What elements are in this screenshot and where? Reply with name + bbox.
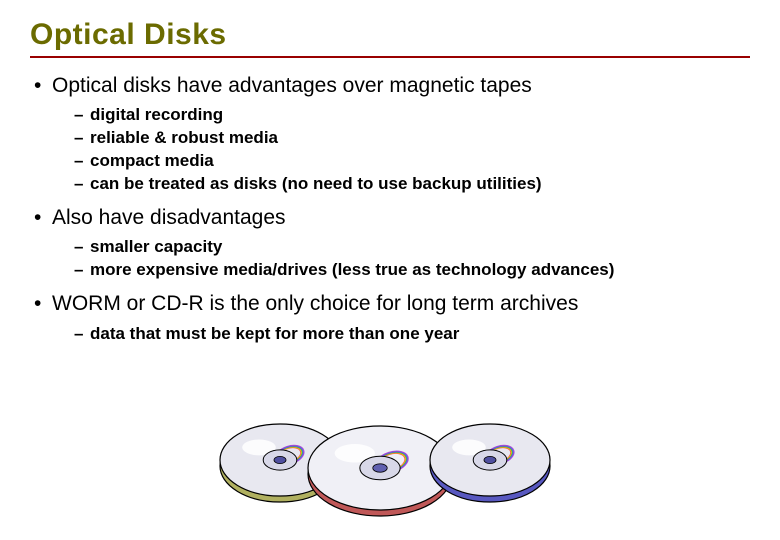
sub-list: digital recording reliable & robust medi… — [52, 104, 750, 196]
slide-title: Optical Disks — [30, 18, 750, 52]
bullet-item: Optical disks have advantages over magne… — [30, 72, 750, 196]
sub-item: compact media — [52, 150, 750, 173]
sub-item: data that must be kept for more than one… — [52, 323, 750, 346]
bullet-item: WORM or CD-R is the only choice for long… — [30, 290, 750, 345]
title-rule — [30, 56, 750, 58]
bullet-text: Optical disks have advantages over magne… — [52, 74, 532, 97]
sub-item: digital recording — [52, 104, 750, 127]
bullet-text: WORM or CD-R is the only choice for long… — [52, 292, 578, 315]
bullet-item: Also have disadvantages smaller capacity… — [30, 204, 750, 282]
sub-item: more expensive media/drives (less true a… — [52, 259, 750, 282]
sub-list: smaller capacity more expensive media/dr… — [52, 236, 750, 282]
sub-item: reliable & robust media — [52, 127, 750, 150]
slide: Optical Disks Optical disks have advanta… — [0, 0, 780, 540]
bullet-list: Optical disks have advantages over magne… — [30, 72, 750, 346]
sub-item: smaller capacity — [52, 236, 750, 259]
bullet-text: Also have disadvantages — [52, 206, 286, 229]
sub-item: can be treated as disks (no need to use … — [52, 173, 750, 196]
sub-list: data that must be kept for more than one… — [52, 323, 750, 346]
optical-disks-illustration — [200, 400, 580, 530]
